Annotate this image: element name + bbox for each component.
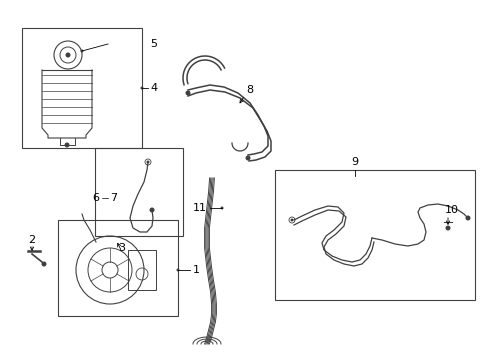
Bar (22, 28, 142, 148)
Text: 8: 8 (246, 85, 253, 95)
Circle shape (176, 269, 179, 271)
Circle shape (290, 219, 293, 221)
Circle shape (140, 86, 143, 90)
Circle shape (146, 161, 149, 163)
Circle shape (81, 50, 83, 53)
Text: 1: 1 (192, 265, 199, 275)
Circle shape (185, 90, 190, 95)
Text: 9: 9 (351, 157, 358, 167)
Circle shape (220, 207, 223, 210)
Circle shape (445, 225, 449, 230)
Text: 2: 2 (28, 235, 36, 245)
Bar (274, 170, 474, 300)
Text: 11: 11 (193, 203, 206, 213)
Bar (58, 220, 178, 316)
Text: 10: 10 (444, 205, 458, 215)
Text: 6: 6 (92, 193, 99, 203)
Text: 5: 5 (150, 39, 157, 49)
Bar (128, 250, 156, 290)
Text: 3: 3 (118, 243, 125, 253)
Text: 7: 7 (110, 193, 117, 203)
Circle shape (65, 53, 70, 58)
Circle shape (41, 261, 46, 266)
Circle shape (149, 207, 154, 212)
Circle shape (465, 216, 469, 220)
Circle shape (245, 156, 250, 161)
Circle shape (64, 143, 69, 148)
Text: 4: 4 (150, 83, 157, 93)
Bar (95, 148, 183, 236)
